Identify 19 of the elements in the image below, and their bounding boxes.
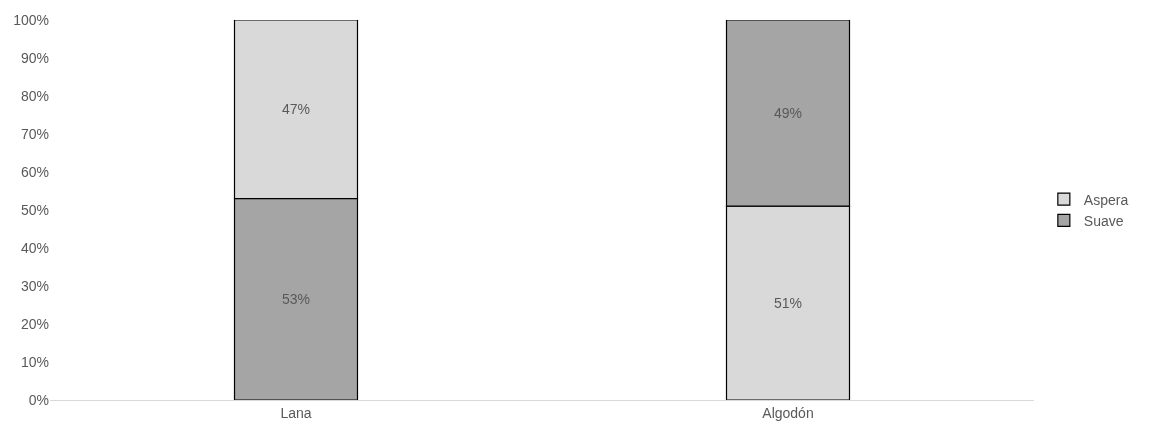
y-tick-label: 0%	[28, 391, 49, 408]
x-tick-label: Algodón	[762, 404, 814, 421]
y-tick-label: 20%	[20, 315, 49, 332]
y-tick-label: 70%	[20, 125, 49, 142]
y-tick-label: 80%	[20, 87, 49, 104]
data-label: 53%	[281, 291, 311, 308]
data-label: 47%	[281, 101, 311, 118]
data-label: 51%	[773, 295, 803, 312]
y-tick-label: 60%	[20, 163, 49, 180]
y-tick-label: 10%	[20, 353, 49, 370]
legend-label: Suave	[1083, 212, 1124, 229]
y-tick-label: 30%	[20, 277, 49, 294]
legend-label: Aspera	[1083, 191, 1129, 208]
y-tick-label: 100%	[13, 11, 49, 28]
y-tick-label: 50%	[20, 201, 49, 218]
y-tick-label: 90%	[20, 49, 49, 66]
x-tick-label: Lana	[280, 404, 312, 421]
y-tick-label: 40%	[20, 239, 49, 256]
data-label: 49%	[773, 105, 803, 122]
